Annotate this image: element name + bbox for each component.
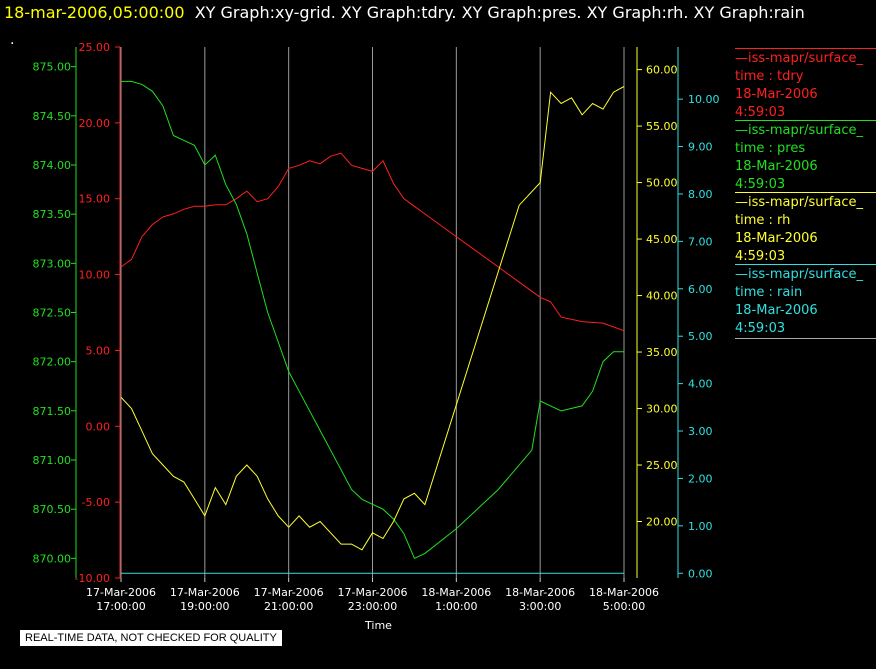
timestamp: 18-mar-2006,05:00:00	[4, 3, 185, 22]
rh-tick-label: 60.00	[646, 64, 678, 77]
rh-tick-label: 40.00	[646, 290, 678, 303]
legend-separator	[735, 120, 876, 121]
pres-tick-label: 871.50	[33, 405, 72, 418]
rh-tick-label: 20.00	[646, 516, 678, 529]
legend-date: 18-Mar-2006	[735, 303, 818, 318]
quality-disclaimer: REAL-TIME DATA, NOT CHECKED FOR QUALITY	[20, 630, 282, 646]
rain-tick-label: 6.00	[688, 283, 713, 296]
tdry-tick-label: -5.00	[82, 496, 110, 509]
rh-tick-label: 35.00	[646, 346, 678, 359]
x-tick-label-date: 18-Mar-2006	[589, 586, 659, 599]
legend-entry: —iss-mapr/surface_time : rh 18-Mar-2006 4:…	[735, 192, 876, 266]
legend-date: 18-Mar-2006	[735, 87, 818, 102]
legend-variable: time : rh	[735, 213, 791, 228]
x-tick-label-date: 17-Mar-2006	[170, 586, 240, 599]
tdry-tick-label: 5.00	[86, 344, 111, 357]
rain-tick-label: 3.00	[688, 425, 713, 438]
pres-series-line	[121, 80, 624, 559]
legend-separator	[735, 264, 876, 265]
legend-time: 4:59:03	[735, 177, 786, 192]
x-tick-label-date: 17-Mar-2006	[86, 586, 156, 599]
pres-tick-label: 871.00	[33, 454, 72, 467]
graph-titles: XY Graph:xy-grid. XY Graph:tdry. XY Grap…	[194, 3, 805, 22]
legend-end-separator	[735, 338, 876, 339]
tdry-tick-label: 0.00	[86, 420, 111, 433]
x-tick-label-time: 17:00:00	[96, 600, 145, 613]
pres-tick-label: 872.00	[33, 356, 72, 369]
graph-title-bar: 18-mar-2006,05:00:00 XY Graph:xy-grid. X…	[4, 3, 805, 22]
legend-variable: time : pres	[735, 141, 806, 156]
legend-date: 18-Mar-2006	[735, 159, 818, 174]
grid-lines	[120, 47, 625, 578]
rain-tick-label: 1.00	[688, 520, 713, 533]
stray-dot: .	[10, 32, 15, 48]
pres-tick-label: 875.00	[33, 61, 72, 74]
legend-time: 4:59:03	[735, 249, 786, 264]
legend-series-name: —iss-mapr/surface_	[735, 195, 864, 210]
tdry-tick-label: 10.00	[79, 269, 111, 282]
legend-separator	[735, 48, 876, 49]
rain-tick-label: 0.00	[688, 567, 713, 580]
tdry-tick-label: 25.00	[79, 41, 111, 54]
rh-tick-label: 55.00	[646, 120, 678, 133]
pres-tick-label: 873.50	[33, 208, 72, 221]
tdry-tick-label: 15.00	[79, 193, 111, 206]
legend-separator	[735, 192, 876, 193]
pres-tick-label: 872.50	[33, 307, 72, 320]
x-tick-label-time: 19:00:00	[180, 600, 229, 613]
legend-time: 4:59:03	[735, 105, 786, 120]
tdry-series-line	[120, 152, 625, 332]
rain-tick-label: 7.00	[688, 235, 713, 248]
legend-entry: —iss-mapr/surface_time : tdry 18-Mar-2006…	[735, 48, 876, 122]
plot-area	[120, 80, 625, 574]
legend-entry: —iss-mapr/surface_time : rain 18-Mar-2006…	[735, 264, 876, 338]
legend-series-name: —iss-mapr/surface_	[735, 51, 864, 66]
x-tick-label-date: 17-Mar-2006	[338, 586, 408, 599]
pres-tick-label: 873.00	[33, 257, 72, 270]
legend-entry: —iss-mapr/surface_time : pres 18-Mar-2006…	[735, 120, 876, 194]
x-tick-label-date: 18-Mar-2006	[421, 586, 491, 599]
axes: -10.00 -5.00 0.00 5.00 10.00 15.00 20.00 25.00 8…	[33, 41, 720, 585]
tdry-tick-label: -10.00	[75, 572, 110, 585]
rain-tick-label: 8.00	[688, 188, 713, 201]
rh-tick-label: 25.00	[646, 459, 678, 472]
x-axis-label: Time	[364, 619, 392, 632]
x-tick-label-time: 1:00:00	[435, 600, 477, 613]
x-tick-label-time: 21:00:00	[264, 600, 313, 613]
rain-tick-label: 9.00	[688, 141, 713, 154]
legend-date: 18-Mar-2006	[735, 231, 818, 246]
tdry-tick-label: 20.00	[79, 117, 111, 130]
rain-tick-label: 4.00	[688, 378, 713, 391]
legend-variable: time : rain	[735, 285, 803, 300]
x-tick-label-time: 5:00:00	[603, 600, 645, 613]
x-tick-label-time: 3:00:00	[519, 600, 561, 613]
legend-time: 4:59:03	[735, 321, 786, 336]
x-tick-label-date: 18-Mar-2006	[505, 586, 575, 599]
pres-tick-label: 874.50	[33, 110, 72, 123]
rain-tick-label: 2.00	[688, 472, 713, 485]
pres-tick-label: 874.00	[33, 159, 72, 172]
rh-tick-label: 30.00	[646, 403, 678, 416]
x-axis: 17-Mar-200617:00:0017-Mar-200619:00:0017…	[86, 578, 659, 632]
rh-tick-label: 45.00	[646, 233, 678, 246]
pres-tick-label: 870.00	[33, 552, 72, 565]
pres-tick-label: 870.50	[33, 503, 72, 516]
legend-series-name: —iss-mapr/surface_	[735, 123, 864, 138]
rain-tick-label: 5.00	[688, 330, 713, 343]
rain-tick-label: 10.00	[688, 93, 720, 106]
rh-tick-label: 50.00	[646, 177, 678, 190]
rh-series-line	[120, 86, 625, 551]
x-tick-label-time: 23:00:00	[348, 600, 397, 613]
legend-series-name: —iss-mapr/surface_	[735, 267, 864, 282]
legend-variable: time : tdry	[735, 69, 804, 84]
x-tick-label-date: 17-Mar-2006	[254, 586, 324, 599]
